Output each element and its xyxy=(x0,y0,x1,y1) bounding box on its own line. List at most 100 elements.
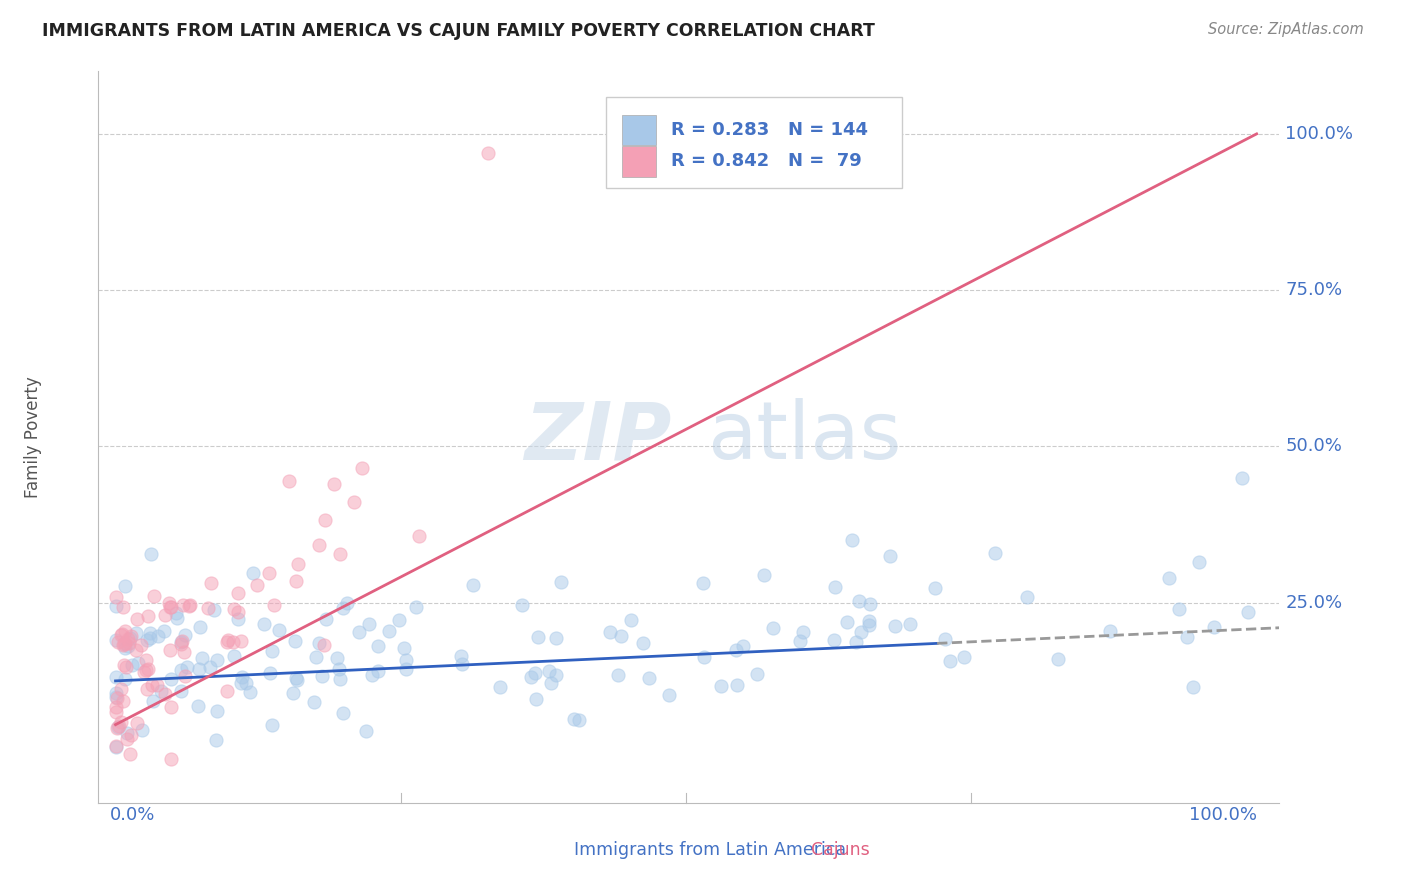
Point xyxy=(135,633,157,648)
Point xyxy=(1046,652,1069,666)
Point xyxy=(257,566,280,580)
Point xyxy=(710,679,733,693)
Point xyxy=(550,575,572,590)
Point xyxy=(149,683,172,698)
Text: IMMIGRANTS FROM LATIN AMERICA VS CAJUN FAMILY POVERTY CORRELATION CHART: IMMIGRANTS FROM LATIN AMERICA VS CAJUN F… xyxy=(42,22,875,40)
Point xyxy=(157,596,180,610)
Point xyxy=(983,546,1005,560)
Point xyxy=(260,644,283,658)
Point xyxy=(217,634,239,648)
Point xyxy=(148,629,170,643)
Text: Cajuns: Cajuns xyxy=(811,841,869,859)
Point xyxy=(789,634,811,648)
Point xyxy=(187,699,209,714)
Point xyxy=(117,732,139,747)
Point xyxy=(121,657,143,672)
Point xyxy=(332,601,354,615)
Point xyxy=(138,631,160,645)
Point xyxy=(489,680,512,694)
Point xyxy=(347,624,370,639)
Point xyxy=(308,636,330,650)
Point xyxy=(110,715,132,730)
Point xyxy=(323,477,346,491)
Point xyxy=(607,668,630,682)
Point xyxy=(124,643,146,657)
Point xyxy=(329,547,352,561)
Point xyxy=(731,639,754,653)
Point xyxy=(125,626,148,640)
Point xyxy=(287,557,309,571)
Point xyxy=(924,581,946,595)
Point xyxy=(354,724,377,739)
Point xyxy=(107,719,129,733)
Point xyxy=(692,576,714,591)
Point xyxy=(1188,555,1211,569)
Text: Source: ZipAtlas.com: Source: ZipAtlas.com xyxy=(1208,22,1364,37)
Point xyxy=(824,581,846,595)
Point xyxy=(135,653,157,667)
Point xyxy=(141,547,163,561)
Point xyxy=(725,678,748,692)
Point xyxy=(762,621,785,635)
Point xyxy=(114,579,136,593)
Point xyxy=(898,616,921,631)
Point xyxy=(841,533,863,548)
FancyBboxPatch shape xyxy=(606,97,901,188)
Point xyxy=(938,654,960,668)
Point xyxy=(118,747,141,761)
Point xyxy=(328,663,350,677)
Point xyxy=(114,635,136,649)
Point xyxy=(367,639,389,653)
FancyBboxPatch shape xyxy=(621,114,655,145)
Point xyxy=(879,549,901,564)
Point xyxy=(848,594,870,608)
Text: 25.0%: 25.0% xyxy=(1285,594,1343,612)
Text: 100.0%: 100.0% xyxy=(1285,125,1353,143)
Point xyxy=(314,513,336,527)
Point xyxy=(111,638,134,652)
Point xyxy=(1157,571,1180,585)
Point xyxy=(724,643,747,657)
Point xyxy=(520,670,543,684)
Point xyxy=(510,599,533,613)
Point xyxy=(107,718,129,732)
Point xyxy=(104,700,127,714)
Point xyxy=(135,663,157,677)
Point xyxy=(179,599,201,613)
Point xyxy=(115,725,138,739)
Point xyxy=(226,605,249,619)
Point xyxy=(239,685,262,699)
Point xyxy=(222,648,245,663)
Point xyxy=(284,671,307,685)
Point xyxy=(153,607,176,622)
Point xyxy=(461,578,484,592)
Point xyxy=(135,681,157,696)
Point xyxy=(173,645,195,659)
Point xyxy=(197,601,219,615)
Point xyxy=(231,670,253,684)
Point xyxy=(395,653,418,667)
Point xyxy=(305,650,328,665)
Point xyxy=(105,691,128,706)
Point xyxy=(1098,624,1121,639)
Point xyxy=(142,694,165,708)
Point xyxy=(222,634,245,648)
Point xyxy=(859,598,882,612)
Text: R = 0.842   N =  79: R = 0.842 N = 79 xyxy=(671,153,862,170)
Point xyxy=(120,728,142,742)
Point xyxy=(114,660,136,674)
Point xyxy=(858,618,880,632)
Point xyxy=(408,529,430,543)
Text: Family Poverty: Family Poverty xyxy=(24,376,42,498)
Point xyxy=(111,599,134,614)
Point xyxy=(169,663,191,677)
Point xyxy=(302,695,325,709)
Point xyxy=(849,624,872,639)
Point xyxy=(120,629,142,643)
Point xyxy=(285,673,308,687)
Point xyxy=(226,585,249,599)
Point xyxy=(131,723,153,738)
Point xyxy=(191,651,214,665)
Text: R = 0.283   N = 144: R = 0.283 N = 144 xyxy=(671,121,869,139)
Point xyxy=(217,632,239,647)
